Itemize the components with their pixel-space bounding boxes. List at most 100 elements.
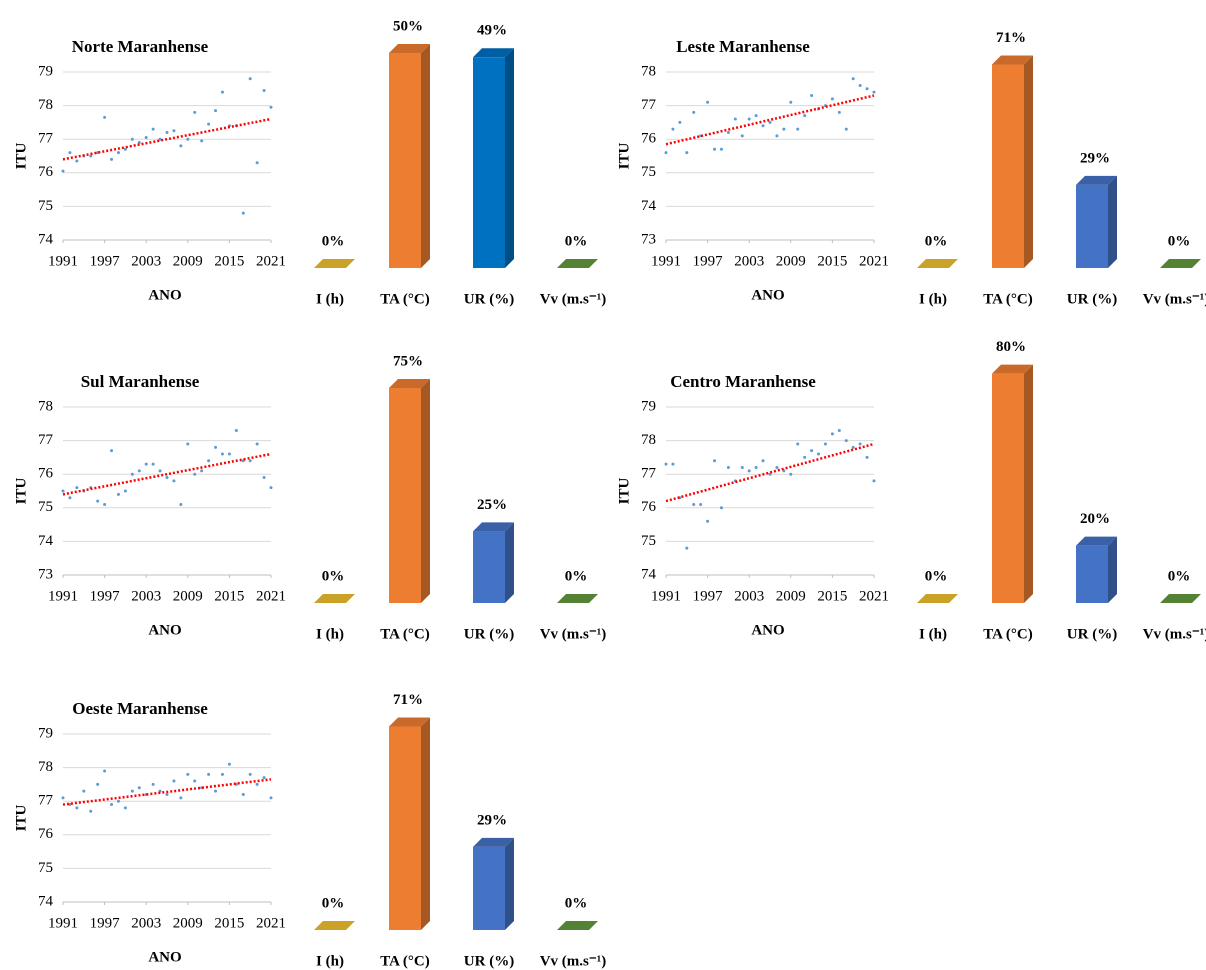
y-tick-label: 76 [38, 164, 54, 180]
data-point [214, 789, 218, 793]
bar [1076, 184, 1108, 268]
bar-side [421, 717, 430, 930]
data-point [685, 151, 689, 155]
data-point [664, 462, 668, 466]
bar-top [473, 837, 514, 847]
data-point [851, 445, 855, 449]
data-point [151, 462, 155, 466]
x-axis-label: ANO [148, 287, 181, 303]
panel: Sul Maranhense 73 74 75 76 77 78 1991 1997 2003 20… [13, 372, 286, 639]
category-label: TA (°C) [983, 291, 1032, 307]
panel: 0% I (h) 50% TA (°C) 49% UR (%) 0% Vv (m.s⁻¹) [314, 18, 606, 307]
data-point [130, 137, 134, 141]
data-point [179, 502, 183, 506]
data-point [220, 90, 224, 94]
data-point [75, 806, 79, 810]
value-label: 71% [996, 30, 1026, 46]
data-point [116, 492, 120, 496]
data-point [96, 499, 100, 503]
x-tick-label: 1997 [693, 253, 724, 269]
x-tick-label: 2015 [214, 915, 244, 931]
y-tick-label: 77 [38, 131, 54, 147]
category-label: TA (°C) [983, 626, 1032, 642]
category-label: UR (%) [1067, 291, 1117, 307]
x-tick-label: 2003 [131, 253, 161, 269]
data-point [61, 169, 65, 173]
category-label: UR (%) [464, 953, 514, 969]
x-tick-label: 2009 [776, 253, 806, 269]
x-axis-label: ANO [751, 287, 784, 303]
y-tick-label: 75 [38, 198, 53, 214]
x-tick-label: 1991 [48, 253, 78, 269]
bar-top [557, 594, 598, 603]
y-tick-label: 78 [641, 63, 656, 79]
trend-line [62, 778, 272, 806]
category-label: TA (°C) [380, 626, 429, 642]
data-point [761, 124, 765, 128]
x-tick-label: 2021 [859, 253, 889, 269]
category-label: UR (%) [464, 626, 514, 642]
bar-side [421, 379, 430, 603]
data-point [151, 127, 155, 131]
data-point [200, 469, 204, 473]
y-tick-label: 78 [641, 432, 656, 448]
category-label: I (h) [919, 291, 947, 307]
x-tick-label: 2015 [817, 588, 847, 604]
value-label: 0% [925, 233, 948, 249]
bar-top [389, 717, 430, 727]
category-label: I (h) [919, 626, 947, 642]
data-point [144, 136, 148, 140]
x-tick-label: 2003 [131, 588, 161, 604]
value-label: 20% [1080, 511, 1110, 527]
data-point [207, 459, 211, 463]
data-point [817, 452, 821, 456]
data-point [248, 77, 252, 81]
data-point [214, 445, 218, 449]
data-point [706, 100, 710, 104]
bar-top [389, 44, 430, 53]
y-tick-label: 76 [641, 499, 657, 515]
trend-line [62, 117, 272, 161]
data-point [158, 137, 162, 141]
data-point [858, 442, 862, 446]
data-point [137, 469, 141, 473]
y-tick-label: 76 [641, 131, 657, 147]
data-point [262, 476, 266, 480]
y-tick-label: 78 [38, 759, 53, 775]
y-tick-label: 75 [641, 533, 656, 549]
data-point [75, 159, 79, 163]
data-point [96, 782, 100, 786]
value-label: 0% [565, 568, 588, 584]
data-point [685, 546, 689, 550]
data-point [179, 144, 183, 148]
data-point [227, 762, 231, 766]
y-tick-label: 79 [38, 725, 53, 741]
data-point [193, 110, 197, 114]
bar-top [1076, 536, 1117, 546]
value-label: 0% [322, 233, 345, 249]
data-point [740, 134, 744, 138]
value-label: 29% [477, 812, 507, 828]
data-point [803, 114, 807, 118]
y-tick-label: 77 [641, 466, 657, 482]
data-point [123, 147, 127, 151]
data-point [68, 803, 72, 807]
data-point [207, 122, 211, 126]
data-point [144, 462, 148, 466]
data-point [269, 486, 273, 490]
data-point [207, 772, 211, 776]
y-tick-label: 79 [38, 63, 53, 79]
value-label: 0% [565, 895, 588, 911]
data-point [775, 134, 779, 138]
value-label: 29% [1080, 150, 1110, 166]
x-tick-label: 2015 [817, 253, 847, 269]
data-point [810, 94, 814, 98]
panel: 0% I (h) 71% TA (°C) 29% UR (%) 0% Vv (m.s⁻¹) [917, 30, 1206, 307]
data-point [110, 803, 114, 807]
value-label: 71% [393, 692, 423, 708]
data-point [775, 465, 779, 469]
bar-side [1024, 55, 1033, 268]
bar [1076, 545, 1108, 603]
panel: 0% I (h) 71% TA (°C) 29% UR (%) 0% Vv (m.s⁻¹) [314, 692, 606, 969]
